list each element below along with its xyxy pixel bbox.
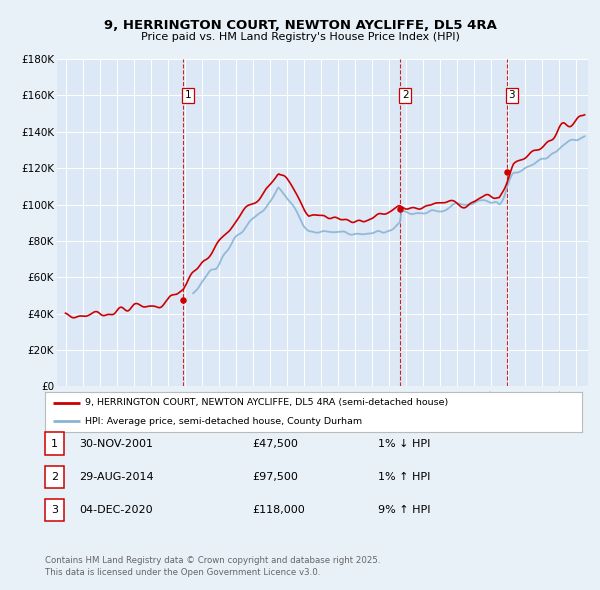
Text: 1% ↓ HPI: 1% ↓ HPI	[378, 439, 430, 448]
Text: 9, HERRINGTON COURT, NEWTON AYCLIFFE, DL5 4RA: 9, HERRINGTON COURT, NEWTON AYCLIFFE, DL…	[104, 19, 496, 32]
Text: £97,500: £97,500	[252, 472, 298, 481]
Text: 04-DEC-2020: 04-DEC-2020	[79, 505, 153, 514]
Text: 1: 1	[51, 439, 58, 448]
Text: 3: 3	[508, 90, 515, 100]
Point	[178, 296, 188, 305]
Text: 30-NOV-2001: 30-NOV-2001	[79, 439, 153, 448]
Text: 9% ↑ HPI: 9% ↑ HPI	[378, 505, 431, 514]
Text: £118,000: £118,000	[252, 505, 305, 514]
Text: £47,500: £47,500	[252, 439, 298, 448]
Text: 9, HERRINGTON COURT, NEWTON AYCLIFFE, DL5 4RA (semi-detached house): 9, HERRINGTON COURT, NEWTON AYCLIFFE, DL…	[85, 398, 449, 407]
Text: 1: 1	[185, 90, 191, 100]
Text: 2: 2	[402, 90, 409, 100]
Text: 29-AUG-2014: 29-AUG-2014	[79, 472, 154, 481]
Text: 2: 2	[51, 472, 58, 481]
Text: 3: 3	[51, 505, 58, 514]
Point	[395, 204, 405, 214]
Text: HPI: Average price, semi-detached house, County Durham: HPI: Average price, semi-detached house,…	[85, 417, 362, 425]
Text: 1% ↑ HPI: 1% ↑ HPI	[378, 472, 430, 481]
Text: Contains HM Land Registry data © Crown copyright and database right 2025.
This d: Contains HM Land Registry data © Crown c…	[45, 556, 380, 577]
Text: Price paid vs. HM Land Registry's House Price Index (HPI): Price paid vs. HM Land Registry's House …	[140, 32, 460, 42]
Point	[502, 167, 511, 176]
